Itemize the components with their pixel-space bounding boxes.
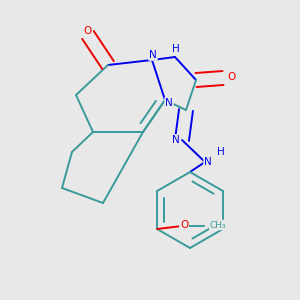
Text: O: O — [227, 72, 235, 82]
Text: N: N — [172, 135, 180, 145]
Text: N: N — [204, 157, 212, 167]
Text: H: H — [217, 147, 225, 157]
Text: CH₃: CH₃ — [210, 220, 226, 230]
Text: N: N — [165, 98, 173, 108]
Text: O: O — [84, 26, 92, 36]
Text: H: H — [172, 44, 180, 54]
Text: N: N — [149, 50, 157, 60]
Text: O: O — [180, 220, 188, 230]
